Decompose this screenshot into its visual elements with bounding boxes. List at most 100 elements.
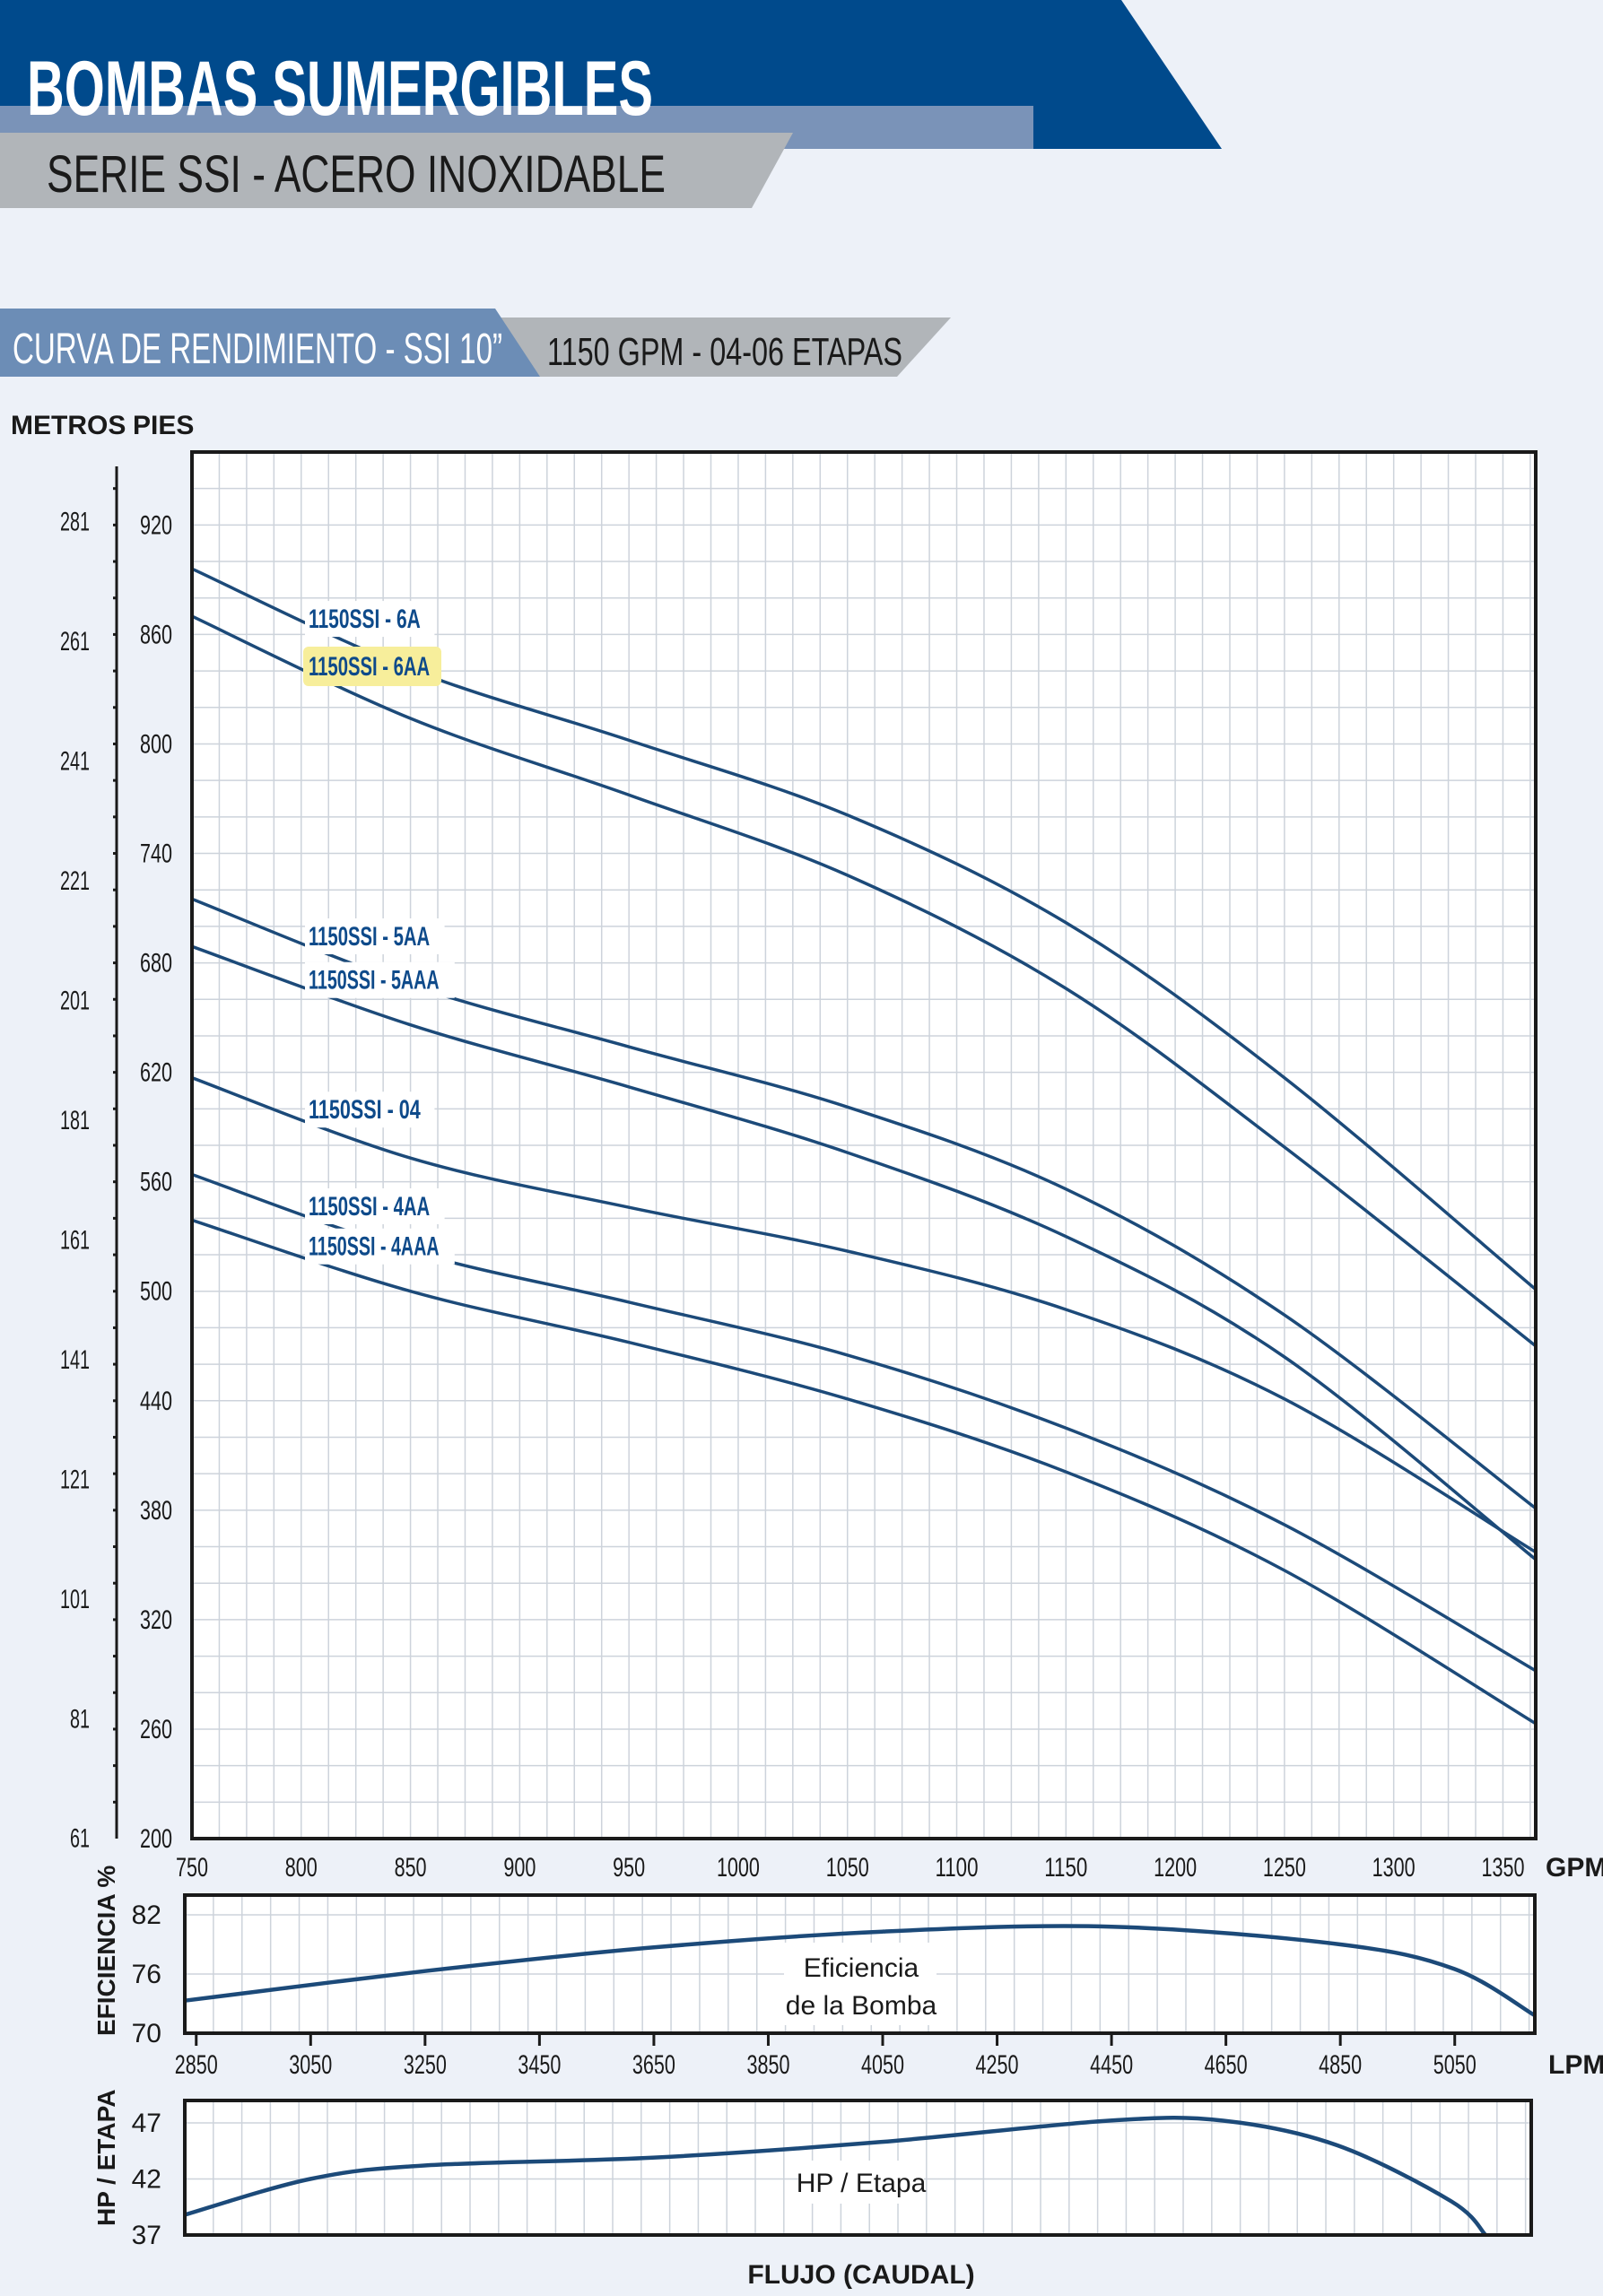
- eff-plot-frame: [183, 1893, 1537, 2035]
- gpm-tick-label: 1300: [1372, 1853, 1416, 1883]
- gpm-tick-label: 800: [285, 1853, 318, 1883]
- eff-tick-label: 82: [132, 1900, 161, 1930]
- pies-axis-label: PIES: [133, 411, 194, 440]
- series-label-2: 1150SSI - 6AA: [309, 652, 430, 682]
- pies-tick-labels: 200 260 320 380 440 500 560 620 680 740 800 860 920: [140, 510, 172, 1854]
- pies-tick-label: 800: [140, 729, 172, 759]
- pies-tick-label: 380: [140, 1496, 172, 1526]
- curve-series-5: [191, 1076, 1537, 1554]
- gpm-tick-label: 1000: [717, 1853, 760, 1883]
- pies-tick-label: 260: [140, 1715, 172, 1744]
- series-label-background: [305, 1228, 455, 1265]
- pies-tick-label: 860: [140, 620, 172, 649]
- lpm-tick-label: 3650: [632, 2050, 675, 2080]
- metros-tick-label: 141: [60, 1345, 90, 1375]
- lpm-tick-label: 4050: [861, 2050, 904, 2080]
- pies-tick-label: 320: [140, 1605, 172, 1635]
- gpm-tick-label: 1150: [1044, 1853, 1087, 1883]
- main-grid: [192, 452, 1536, 1839]
- eff-annotation-line-1: Eficiencia: [804, 1953, 919, 1983]
- lpm-axis-label: LPM: [1548, 2050, 1603, 2080]
- gpm-tick-labels: 750 800 850 900 950 1000 1050 1100 1150 1200 1250 1…: [176, 1853, 1524, 1883]
- lpm-tick-labels: 2850 3050 3250 3450 3650 3850 4050 4250 4450 4650…: [175, 2033, 1477, 2080]
- lpm-tick-label: 5050: [1433, 2050, 1477, 2080]
- series-label-background: [305, 1091, 435, 1128]
- hp-tick-label: 47: [132, 2109, 161, 2138]
- lpm-tick-label: 4250: [976, 2050, 1019, 2080]
- lpm-tick-label: 3450: [518, 2050, 561, 2080]
- gpm-axis-label: GPM: [1546, 1853, 1603, 1883]
- gpm-tick-label: 900: [503, 1853, 536, 1883]
- hp-annotation: HP / Etapa: [797, 2169, 927, 2198]
- efficiency-chart: 70 76 82 2850 3050 3250 3450 3650 3850 4050 4250 4…: [92, 1866, 1603, 2080]
- lpm-tick-label: 4850: [1319, 2050, 1362, 2080]
- series-label-background: [305, 601, 435, 638]
- hp-annotation-box: [798, 2161, 924, 2204]
- metros-axis-label: METROS: [11, 411, 126, 440]
- series-label-6: 1150SSI - 4AA: [309, 1192, 430, 1222]
- series-label-1: 1150SSI - 6A: [309, 604, 421, 634]
- hp-axis-label: HP / ETAPA: [92, 2090, 120, 2226]
- metros-tick-label: 261: [60, 627, 90, 657]
- metros-tick-label: 61: [70, 1824, 90, 1854]
- hp-plot-frame: [183, 2099, 1533, 2237]
- eff-annotation-line-2: de la Bomba: [786, 1991, 937, 2021]
- gpm-tick-label: 950: [613, 1853, 645, 1883]
- subtitle-band: [0, 133, 793, 208]
- hp-per-stage-chart: 37 42 47 HP / ETAPA HP / Etapa FLUJO (CAUD…: [92, 2090, 1533, 2290]
- hp-curves: [184, 2116, 1487, 2237]
- gpm-tick-label: 1350: [1481, 1853, 1524, 1883]
- lpm-tick-label: 4450: [1090, 2050, 1133, 2080]
- pies-tick-label: 740: [140, 839, 172, 869]
- curve-series-4: [191, 944, 1538, 1561]
- gpm-tick-label: 1100: [936, 1853, 979, 1883]
- head-curve-chart: 1150SSI - 6A 1150SSI - 6AA 1150SSI - 5AA 11…: [11, 411, 1603, 1883]
- pies-tick-label: 200: [140, 1824, 172, 1854]
- gpm-tick-label: 1200: [1154, 1853, 1197, 1883]
- hp-tick-label: 42: [132, 2165, 161, 2195]
- hp-tick-labels: 37 42 47: [132, 2109, 161, 2250]
- metros-tick-label: 241: [60, 746, 90, 776]
- efficiency-curve: [184, 1924, 1537, 2018]
- section-spec-band: [475, 317, 951, 377]
- header-subtitle: SERIE SSI - ACERO INOXIDABLE: [47, 145, 666, 204]
- section-tag-band: [0, 309, 540, 377]
- lpm-tick-label: 3850: [746, 2050, 789, 2080]
- hp-tick-label: 37: [132, 2221, 161, 2250]
- series-label-7: 1150SSI - 4AAA: [309, 1232, 440, 1262]
- hp-curve: [184, 2116, 1487, 2237]
- series-label-background: [305, 918, 445, 954]
- main-series-labels: 1150SSI - 6A 1150SSI - 6AA 1150SSI - 5AA 11…: [303, 601, 455, 1265]
- metros-tick-label: 181: [60, 1106, 90, 1135]
- series-label-5: 1150SSI - 04: [309, 1095, 421, 1125]
- curve-series-2: [191, 614, 1538, 1348]
- lpm-tick-label: 4650: [1205, 2050, 1248, 2080]
- pies-tick-label: 920: [140, 510, 172, 540]
- gpm-tick-label: 850: [395, 1853, 427, 1883]
- series-label-4: 1150SSI - 5AAA: [309, 966, 440, 996]
- metros-tick-label: 201: [60, 986, 90, 1015]
- eff-axis-label: EFICIENCIA %: [92, 1866, 120, 2036]
- section-tag: CURVA DE RENDIMIENTO - SSI 10”: [13, 326, 502, 373]
- header-dark-band: [0, 0, 1222, 149]
- metros-tick-label: 121: [60, 1465, 90, 1494]
- series-label-highlight: [303, 646, 441, 686]
- eff-tick-label: 76: [132, 1960, 161, 1989]
- series-label-3: 1150SSI - 5AA: [309, 922, 430, 952]
- lpm-tick-label: 2850: [175, 2050, 218, 2080]
- section-spec: 1150 GPM - 04-06 ETAPAS: [547, 330, 902, 374]
- metros-tick-label: 161: [60, 1225, 90, 1255]
- metros-tick-label: 221: [60, 866, 90, 896]
- main-plot-frame: [190, 450, 1538, 1840]
- eff-tick-label: 70: [132, 2019, 161, 2048]
- metros-tick-label: 281: [60, 507, 90, 536]
- lpm-tick-label: 3050: [289, 2050, 332, 2080]
- eff-curves: [184, 1924, 1537, 2018]
- pies-tick-label: 680: [140, 949, 172, 978]
- flow-axis-label: FLUJO (CAUDAL): [747, 2260, 974, 2290]
- eff-tick-labels: 70 76 82: [132, 1900, 161, 2048]
- gpm-tick-label: 1050: [826, 1853, 869, 1883]
- lpm-tick-label: 3250: [404, 2050, 447, 2080]
- gpm-tick-label: 1250: [1263, 1853, 1306, 1883]
- series-label-background: [305, 1187, 445, 1224]
